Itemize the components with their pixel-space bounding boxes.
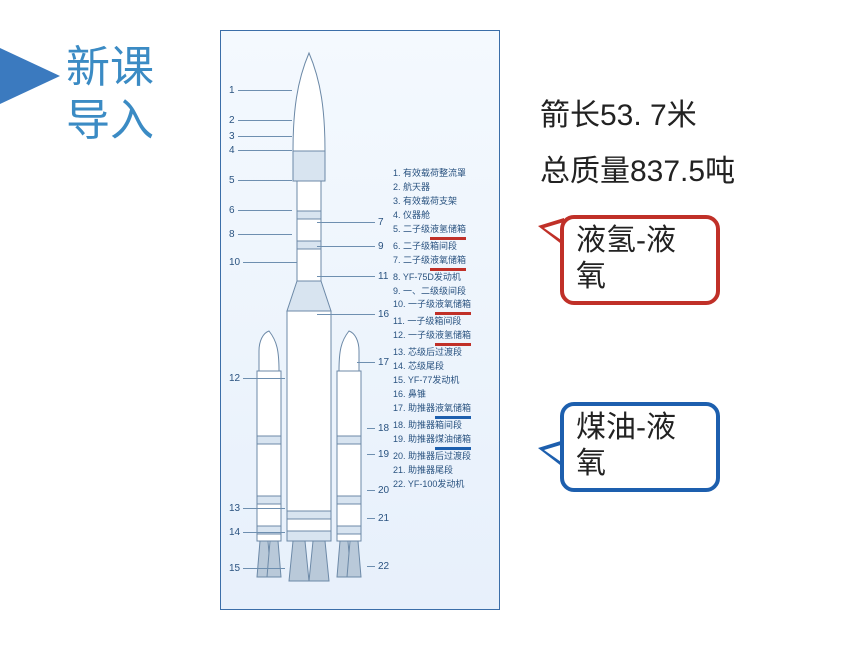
legend-row: 9. 一、二级级间段 [393,285,497,299]
fact-length: 箭长53. 7米 [540,90,697,134]
legend-row: 5. 二子级液氢储箱 [393,223,497,240]
leader-10: 10 [229,257,297,268]
leader-12: 12 [229,373,285,384]
legend-row: 8. YF-75D发动机 [393,271,497,285]
leader-18: 18 [367,423,389,434]
legend-row: 21. 助推器尾段 [393,464,497,478]
legend-row: 16. 鼻锥 [393,388,497,402]
callout-red-l2: 氧 [576,259,704,295]
legend-row: 20. 助推器后过渡段 [393,450,497,464]
legend-row: 11. 一子级箱间段 [393,315,497,329]
legend-row: 1. 有效载荷整流罩 [393,167,497,181]
legend-row: 13. 芯级后过渡段 [393,346,497,360]
leader-5: 5 [229,175,292,186]
legend-row: 10. 一子级液氧储箱 [393,298,497,315]
legend-row: 19. 助推器煤油储箱 [393,433,497,450]
leader-9: 9 [317,241,384,252]
leader-19: 19 [367,449,389,460]
callout-blue-l2: 氧 [576,446,704,482]
leader-3: 3 [229,131,292,142]
heading-triangle [0,48,60,104]
legend-row: 15. YF-77发动机 [393,374,497,388]
fact-mass: 总质量837.5吨 [540,146,735,190]
leader-20: 20 [367,485,389,496]
leader-4: 4 [229,145,292,156]
legend-row: 7. 二子级液氧储箱 [393,254,497,271]
heading-line1: 新课 [66,42,154,95]
leader-15: 15 [229,563,285,574]
leader-7: 7 [317,217,384,228]
leader-8: 8 [229,229,292,240]
legend-row: 22. YF-100发动机 [393,478,497,492]
legend-row: 2. 航天器 [393,181,497,195]
callout-blue: 煤油-液 氧 [560,402,720,492]
rocket-diagram: 12345681012131415791116171819202122 1. 有… [220,30,500,610]
legend-row: 6. 二子级箱间段 [393,240,497,254]
legend-row: 4. 仪器舱 [393,209,497,223]
legend-row: 3. 有效载荷支架 [393,195,497,209]
legend-row: 18. 助推器箱间段 [393,419,497,433]
leader-6: 6 [229,205,292,216]
callout-red-l1: 液氢-液 [576,223,704,259]
rocket-legend: 1. 有效载荷整流罩2. 航天器3. 有效载荷支架4. 仪器舱5. 二子级液氢储… [393,167,497,492]
leader-11: 11 [317,271,388,282]
callout-blue-l1: 煤油-液 [576,410,704,446]
leader-21: 21 [367,513,389,524]
legend-row: 12. 一子级液氢储箱 [393,329,497,346]
leader-14: 14 [229,527,285,538]
leader-16: 16 [317,309,389,320]
leader-1: 1 [229,85,292,96]
callout-red: 液氢-液 氧 [560,215,720,305]
heading-line2: 导入 [66,95,154,148]
slide-heading: 新课 导入 [66,42,154,148]
leader-13: 13 [229,503,285,514]
leader-2: 2 [229,115,292,126]
legend-row: 17. 助推器液氧储箱 [393,402,497,419]
leader-22: 22 [367,561,389,572]
legend-row: 14. 芯级尾段 [393,360,497,374]
leader-17: 17 [357,357,389,368]
